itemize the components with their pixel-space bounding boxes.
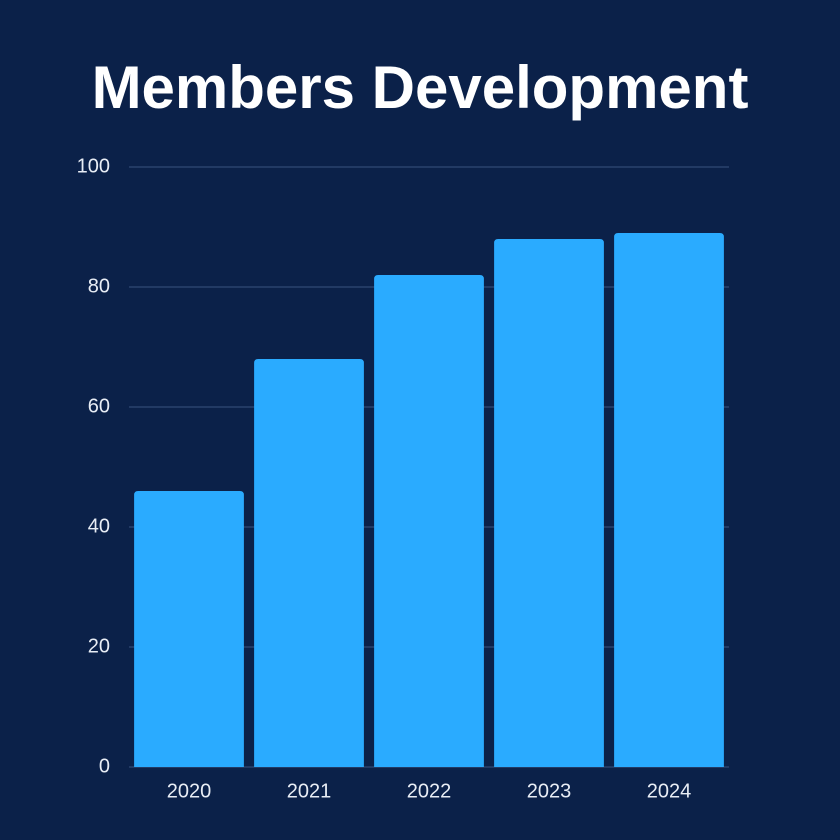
y-tick-label: 100 [77, 155, 110, 177]
chart-title: Members Development [92, 54, 749, 121]
x-tick-label: 2023 [527, 780, 572, 802]
bar [374, 275, 484, 767]
bar [134, 491, 244, 767]
x-tick-label: 2020 [167, 780, 212, 802]
bar [614, 233, 724, 767]
y-tick-label: 60 [88, 395, 110, 417]
bar [494, 239, 604, 767]
x-tick-label: 2022 [407, 780, 452, 802]
y-tick-label: 0 [99, 755, 110, 777]
x-tick-label: 2024 [647, 780, 692, 802]
y-tick-label: 20 [88, 635, 110, 657]
y-tick-label: 40 [88, 515, 110, 537]
x-tick-label: 2021 [287, 780, 332, 802]
bar [254, 359, 364, 767]
y-tick-label: 80 [88, 275, 110, 297]
